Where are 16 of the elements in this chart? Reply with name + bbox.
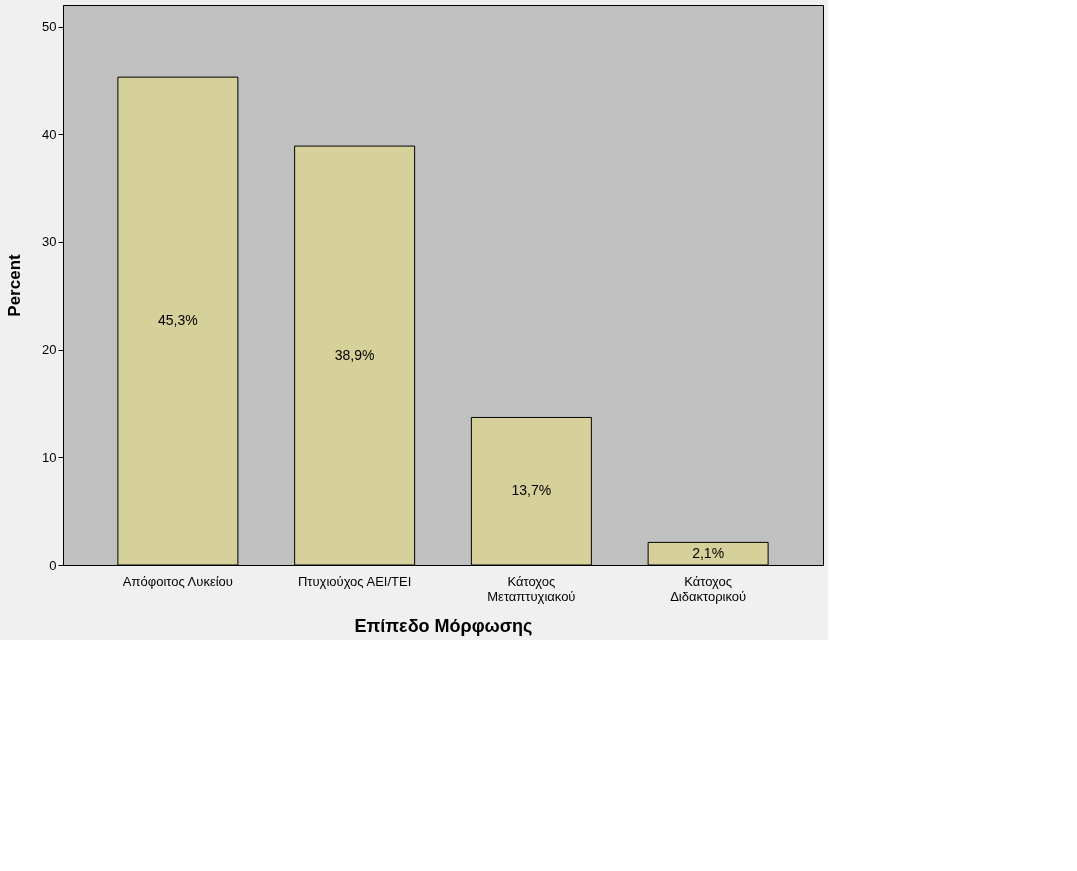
x-tick-label: Πτυχιούχος ΑΕΙ/ΤΕΙ — [297, 573, 412, 589]
y-axis-title: Percent — [5, 253, 25, 317]
x-tick-label: Απόφοιτος Λυκείου — [122, 573, 233, 589]
y-tick-label: 30 — [42, 234, 57, 250]
x-tick-label: Κάτοχος Μεταπτυχιακού — [487, 573, 576, 604]
x-tick-label: Κάτοχος Διδακτορικού — [670, 573, 747, 604]
y-tick-label: 0 — [49, 557, 57, 573]
y-tick-label: 50 — [42, 19, 57, 35]
x-axis-title: Επίπεδο Μόρφωσης — [354, 615, 533, 636]
data-label: 45,3% — [158, 312, 198, 329]
y-tick-label: 20 — [42, 342, 57, 358]
y-tick-label: 40 — [42, 126, 57, 142]
data-label: 13,7% — [511, 482, 552, 499]
data-label: 38,9% — [334, 346, 375, 363]
y-tick-label: 10 — [42, 449, 57, 465]
data-label: 2,1% — [692, 544, 725, 561]
